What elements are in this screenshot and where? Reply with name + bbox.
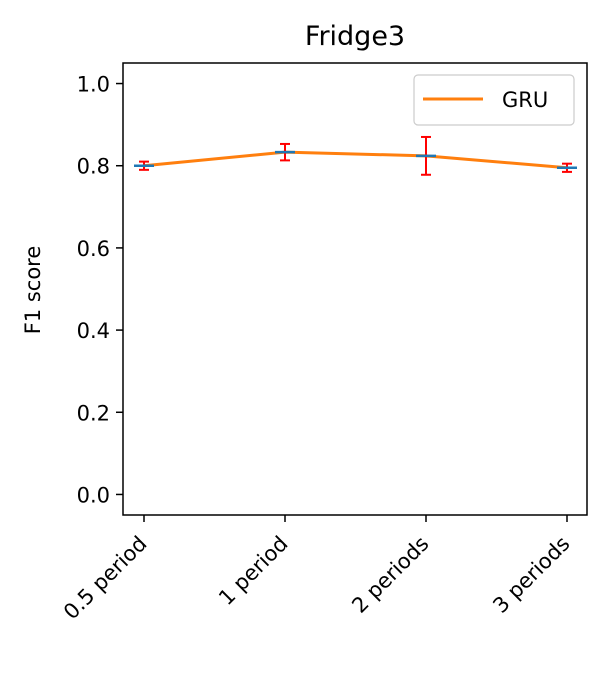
x-tick-label: 0.5 period <box>59 532 152 625</box>
y-tick-label: 0.0 <box>77 483 110 507</box>
y-axis-label: F1 score <box>21 246 45 335</box>
y-tick-label: 0.6 <box>77 237 110 261</box>
y-tick-label: 0.2 <box>77 401 110 425</box>
plot-area: 0.0 0.2 0.4 0.6 0.8 1.0 0.5 period 1 period 2 pe… <box>59 62 588 625</box>
series-line-gru <box>143 150 568 170</box>
y-tick-label: 1.0 <box>77 73 110 97</box>
axes-frame <box>122 62 588 516</box>
chart-title: Fridge3 <box>305 21 405 52</box>
legend: GRU <box>413 74 575 126</box>
x-tick-label: 2 periods <box>347 532 433 618</box>
x-tick-label: 1 period <box>214 532 292 610</box>
legend-box <box>413 74 575 126</box>
x-tick-label: 3 periods <box>488 532 574 618</box>
y-tick-label: 0.4 <box>77 319 110 343</box>
legend-label-gru: GRU <box>502 88 548 112</box>
y-tick-label: 0.8 <box>77 155 110 179</box>
